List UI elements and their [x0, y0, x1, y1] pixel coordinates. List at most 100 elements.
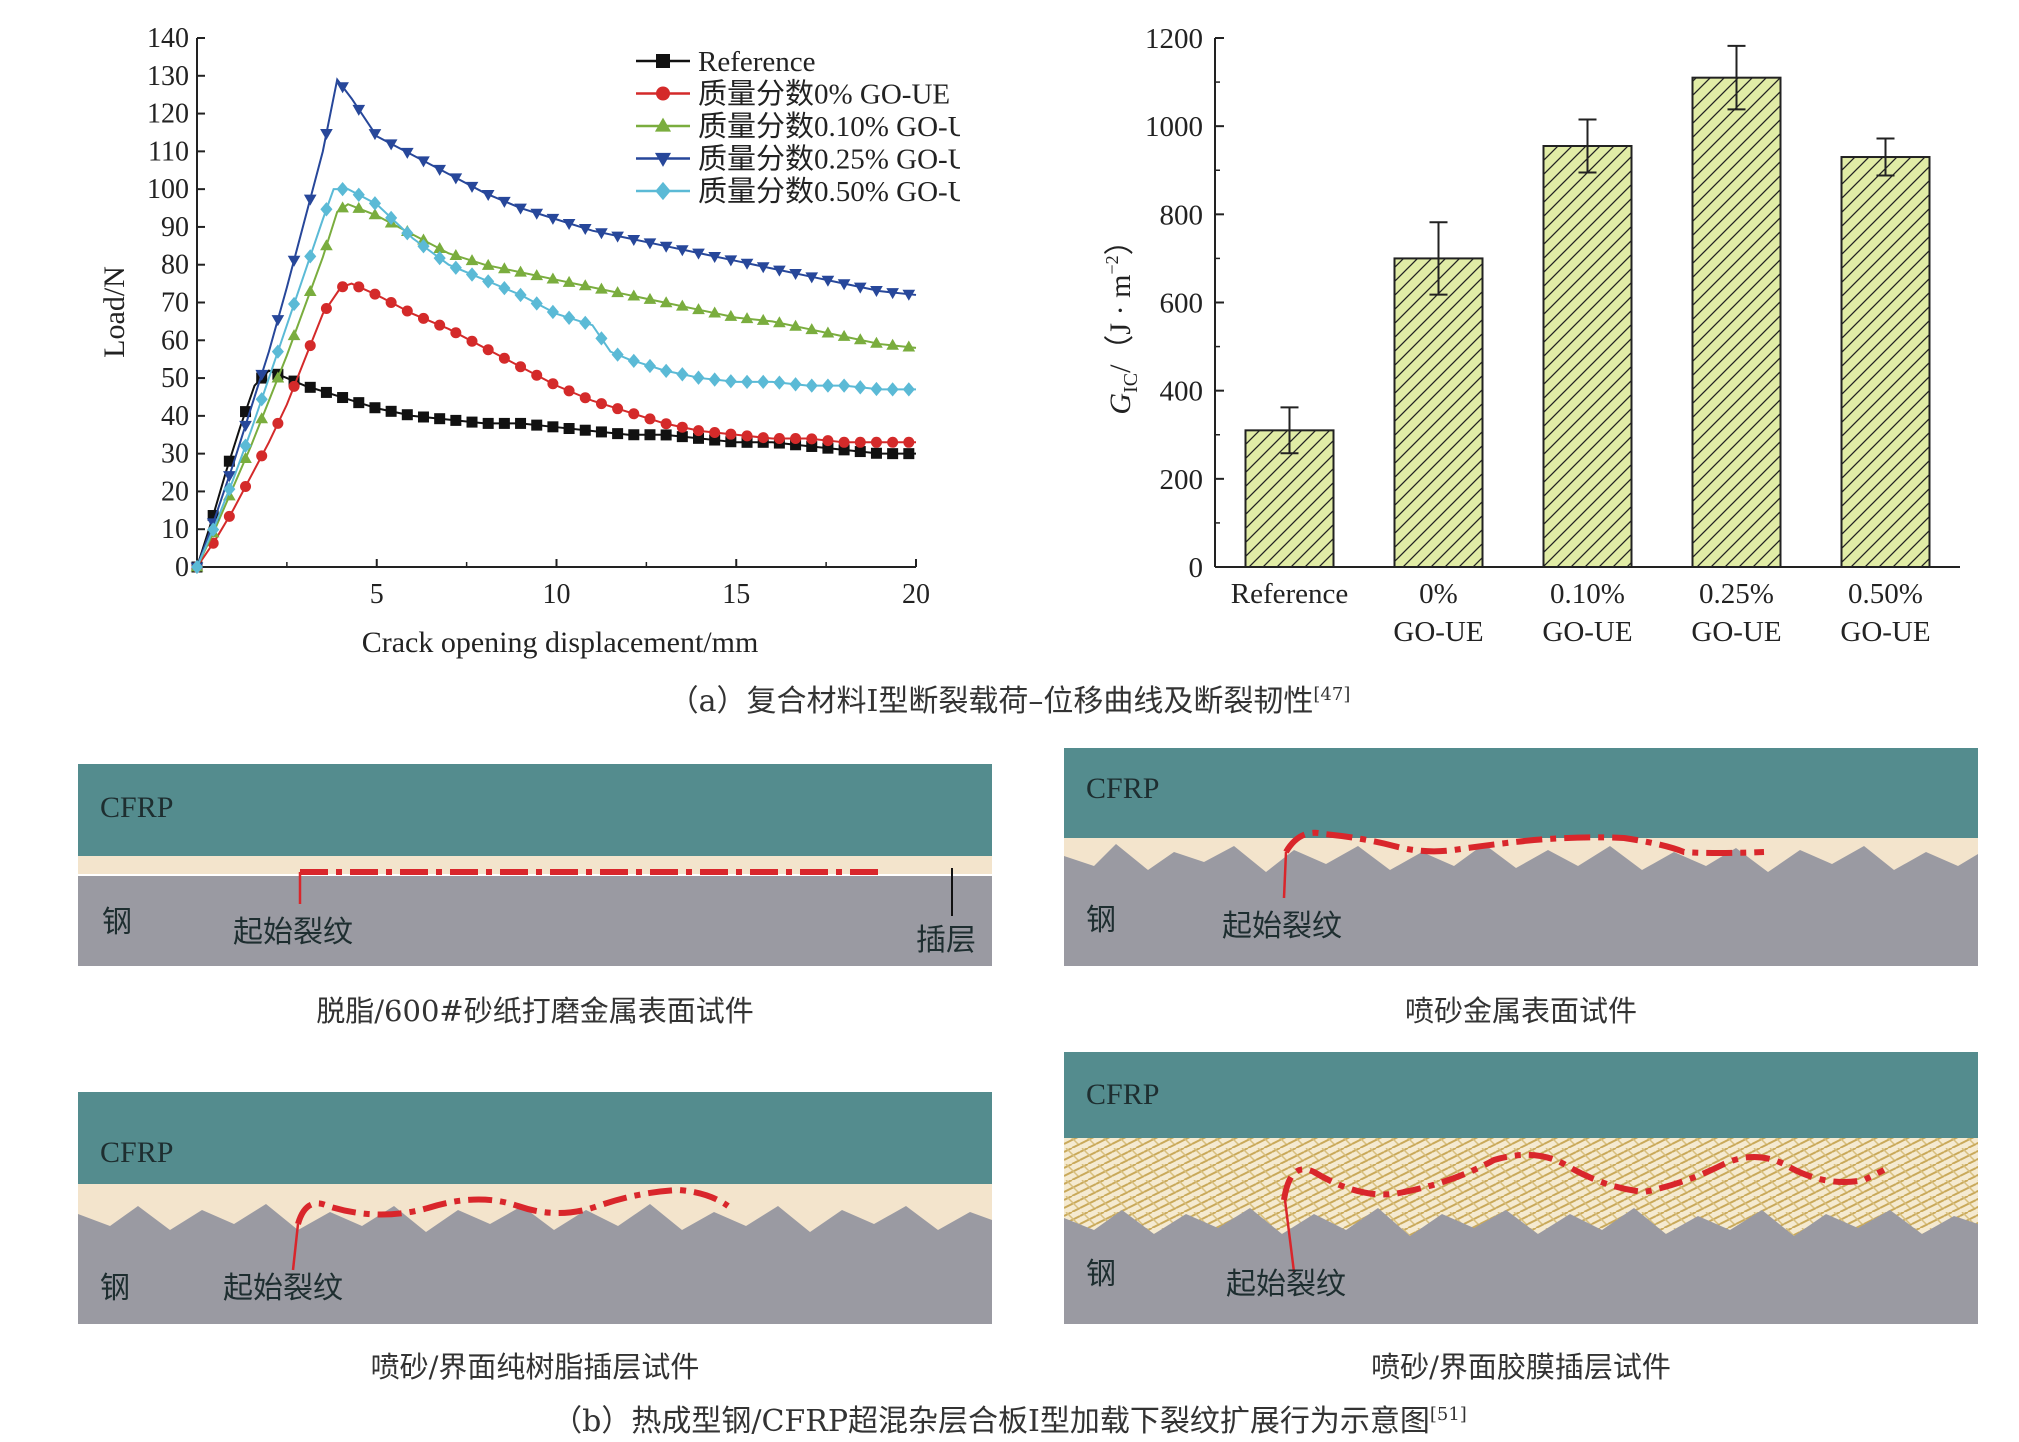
data-point [240, 481, 252, 493]
data-point [190, 559, 204, 575]
legend-label: Reference [698, 46, 816, 78]
data-point [805, 272, 819, 284]
data-point [611, 347, 624, 362]
data-point [676, 421, 688, 433]
data-point [353, 281, 365, 293]
initial-crack-label: 起始裂纹 [1226, 1268, 1346, 1301]
y-tick-label: 200 [1160, 464, 1204, 496]
data-point [644, 413, 656, 425]
y-tick-label: 20 [161, 476, 189, 507]
data-point [449, 260, 462, 275]
data-point [223, 510, 235, 522]
data-point [223, 482, 236, 497]
data-point [288, 380, 300, 392]
y-tick-label: 1000 [1145, 111, 1203, 143]
line-chart-y-axis-label: Load/N [98, 266, 131, 358]
data-point [563, 385, 575, 397]
data-point [870, 436, 882, 448]
steel-layer [78, 1204, 992, 1324]
data-point [368, 196, 382, 211]
data-point [450, 327, 462, 339]
data-point [498, 196, 511, 208]
bar-chart-bars: Reference 0% GO-UE 0.10% GO-UE 0.25% GO-UE 0.50… [1231, 44, 1931, 648]
data-point [401, 409, 413, 421]
data-point [822, 442, 834, 454]
crack-pointer [1282, 851, 1288, 899]
category-label: Reference [1231, 578, 1349, 610]
line-chart-x-axis-label: Crack opening displacement/mm [362, 626, 759, 659]
data-point [336, 201, 349, 213]
bar [1840, 156, 1931, 568]
data-point [902, 382, 915, 397]
data-point [320, 303, 332, 315]
data-point [434, 319, 446, 331]
data-point [887, 448, 899, 460]
insert-label: 插层 [916, 924, 976, 957]
data-point [654, 152, 672, 167]
data-point [656, 54, 670, 68]
diagram-3-title: 喷砂/界面纯树脂插层试件 [370, 1350, 700, 1384]
data-point [854, 436, 866, 448]
data-point [886, 288, 899, 300]
data-point [773, 316, 786, 328]
data-point [676, 245, 689, 257]
diagram-4-title: 喷砂/界面胶膜插层试件 [1371, 1350, 1671, 1384]
data-point [546, 304, 559, 320]
data-point [902, 340, 916, 352]
initial-crack-label: 起始裂纹 [233, 916, 353, 949]
data-point [821, 275, 835, 287]
data-point [724, 255, 738, 267]
data-point [433, 164, 446, 176]
data-point [417, 312, 429, 324]
line-series-2 [190, 201, 917, 572]
data-point [514, 265, 527, 277]
fracture-toughness-bar-chart: 0 200 400 600 800 1000 1200 Reference 0% GO-UE 0.… [1102, 23, 1960, 648]
data-point [757, 374, 770, 389]
crack-pointer [1282, 1191, 1296, 1273]
data-point [287, 255, 301, 267]
data-point [240, 406, 252, 418]
data-point [336, 181, 349, 197]
y-tick-label: 30 [161, 439, 189, 470]
cfrp-layer [1064, 748, 1978, 838]
data-point [692, 303, 705, 315]
data-point [708, 252, 722, 264]
load-displacement-chart: 0 10 20 30 40 50 60 70 80 90 100 110 120 130 140 5 10 15 2… [98, 23, 960, 659]
data-point [434, 413, 446, 425]
data-point [628, 429, 640, 441]
data-point [531, 419, 543, 431]
data-point [612, 428, 624, 440]
data-point [385, 210, 398, 226]
data-point [724, 309, 738, 321]
data-point [741, 430, 753, 442]
data-point [384, 139, 398, 151]
data-point [579, 392, 591, 404]
initial-crack-label: 起始裂纹 [1222, 910, 1342, 943]
data-point [433, 250, 446, 266]
data-point [352, 104, 366, 116]
steel-label: 钢 [1086, 1258, 1116, 1291]
data-point [708, 306, 722, 318]
data-point [627, 289, 641, 301]
data-point [287, 329, 301, 341]
data-point [498, 417, 510, 429]
data-point [740, 312, 754, 324]
data-point [546, 213, 560, 225]
data-point [837, 329, 851, 341]
legend-label: 质量分数0% GO-UE [698, 78, 950, 111]
data-point [643, 358, 657, 374]
data-point [320, 129, 333, 141]
data-point [530, 208, 544, 220]
steel-label: 钢 [100, 1272, 130, 1305]
data-point [530, 296, 543, 311]
data-point [352, 187, 365, 202]
y-tick-label: 50 [161, 363, 189, 394]
y-tick-label: 130 [147, 61, 189, 92]
data-point [530, 269, 544, 281]
y-tick-label: 60 [161, 325, 189, 356]
data-point [271, 344, 284, 359]
cfrp-label: CFRP [100, 1136, 173, 1169]
line-chart-axes: 0 10 20 30 40 50 60 70 80 90 100 110 120 130 140 5 10 15 2… [147, 23, 930, 610]
data-point [725, 436, 737, 448]
data-point [579, 315, 592, 331]
